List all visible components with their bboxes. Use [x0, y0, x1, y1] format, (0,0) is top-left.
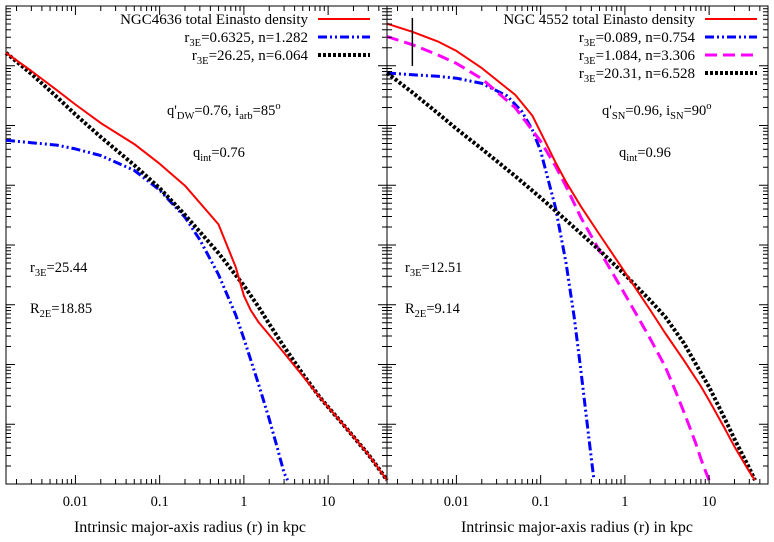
right-annotation-r3e: r3E=12.51	[405, 260, 462, 279]
series-line-1	[386, 71, 596, 481]
left-legend: NGC4636 total Einasto density r3E=0.6325…	[120, 12, 370, 67]
right-legend: NGC 4552 total Einasto density r3E=0.089…	[503, 12, 757, 85]
right-annotation-qint: qint=0.96	[619, 145, 671, 164]
left-annotation-qdw: q'DW=0.76, iarb=85o	[167, 101, 281, 122]
left-annotation-r3e: r3E=25.44	[30, 260, 88, 279]
series-line-3	[385, 71, 757, 482]
left-curves	[4, 51, 389, 482]
x-tick-label: 0.01	[444, 494, 469, 510]
right-x-axis-title: Intrinsic major-axis radius (r) in kpc	[461, 519, 693, 536]
left-annotation-r2e: R2E=18.85	[30, 301, 92, 320]
left-legend-label-comp2: r3E=26.25, n=6.064	[192, 48, 309, 67]
series-line-0	[386, 22, 756, 481]
left-panel: 0.01 0.1 1 10 NGC4636 total Einasto density…	[4, 5, 389, 536]
x-tick-label: 0.1	[532, 494, 550, 510]
right-panel: 0.01 0.1 1 10 NGC 4552 total Einasto densit…	[385, 5, 769, 536]
right-x-tick-labels: 0.01 0.1 1 10	[444, 494, 717, 510]
x-tick-label: 10	[321, 494, 336, 510]
left-ticks	[6, 6, 388, 485]
right-legend-label-comp1: r3E=0.089, n=0.754	[579, 30, 696, 49]
left-legend-label-total: NGC4636 total Einasto density	[120, 12, 308, 28]
right-annotations: q'SN=0.96, iSN=90o qint=0.96 r3E=12.51 R…	[405, 101, 712, 320]
right-curves	[385, 22, 757, 482]
series-line-0	[5, 51, 388, 481]
right-legend-label-total: NGC 4552 total Einasto density	[503, 12, 695, 28]
right-annotation-qsn: q'SN=0.96, iSN=90o	[602, 101, 712, 122]
right-legend-label-comp2: r3E=1.084, n=3.306	[579, 48, 696, 67]
left-plot-frame	[5, 5, 388, 485]
right-ticks	[387, 6, 769, 485]
left-legend-label-comp1: r3E=0.6325, n=1.282	[184, 30, 308, 49]
left-annotation-qint: qint=0.76	[193, 145, 245, 164]
x-tick-label: 10	[702, 494, 717, 510]
x-tick-label: 0.01	[63, 494, 88, 510]
left-annotations: q'DW=0.76, iarb=85o qint=0.76 r3E=25.44 …	[30, 101, 281, 320]
right-legend-label-comp3: r3E=20.31, n=6.528	[579, 66, 695, 85]
left-x-tick-labels: 0.01 0.1 1 10	[63, 494, 336, 510]
x-tick-label: 1	[621, 494, 628, 510]
series-line-1	[5, 138, 289, 481]
right-annotation-r2e: R2E=9.14	[405, 301, 461, 320]
x-tick-label: 0.1	[151, 494, 169, 510]
left-x-axis-title: Intrinsic major-axis radius (r) in kpc	[74, 519, 306, 536]
x-tick-label: 1	[240, 494, 247, 510]
